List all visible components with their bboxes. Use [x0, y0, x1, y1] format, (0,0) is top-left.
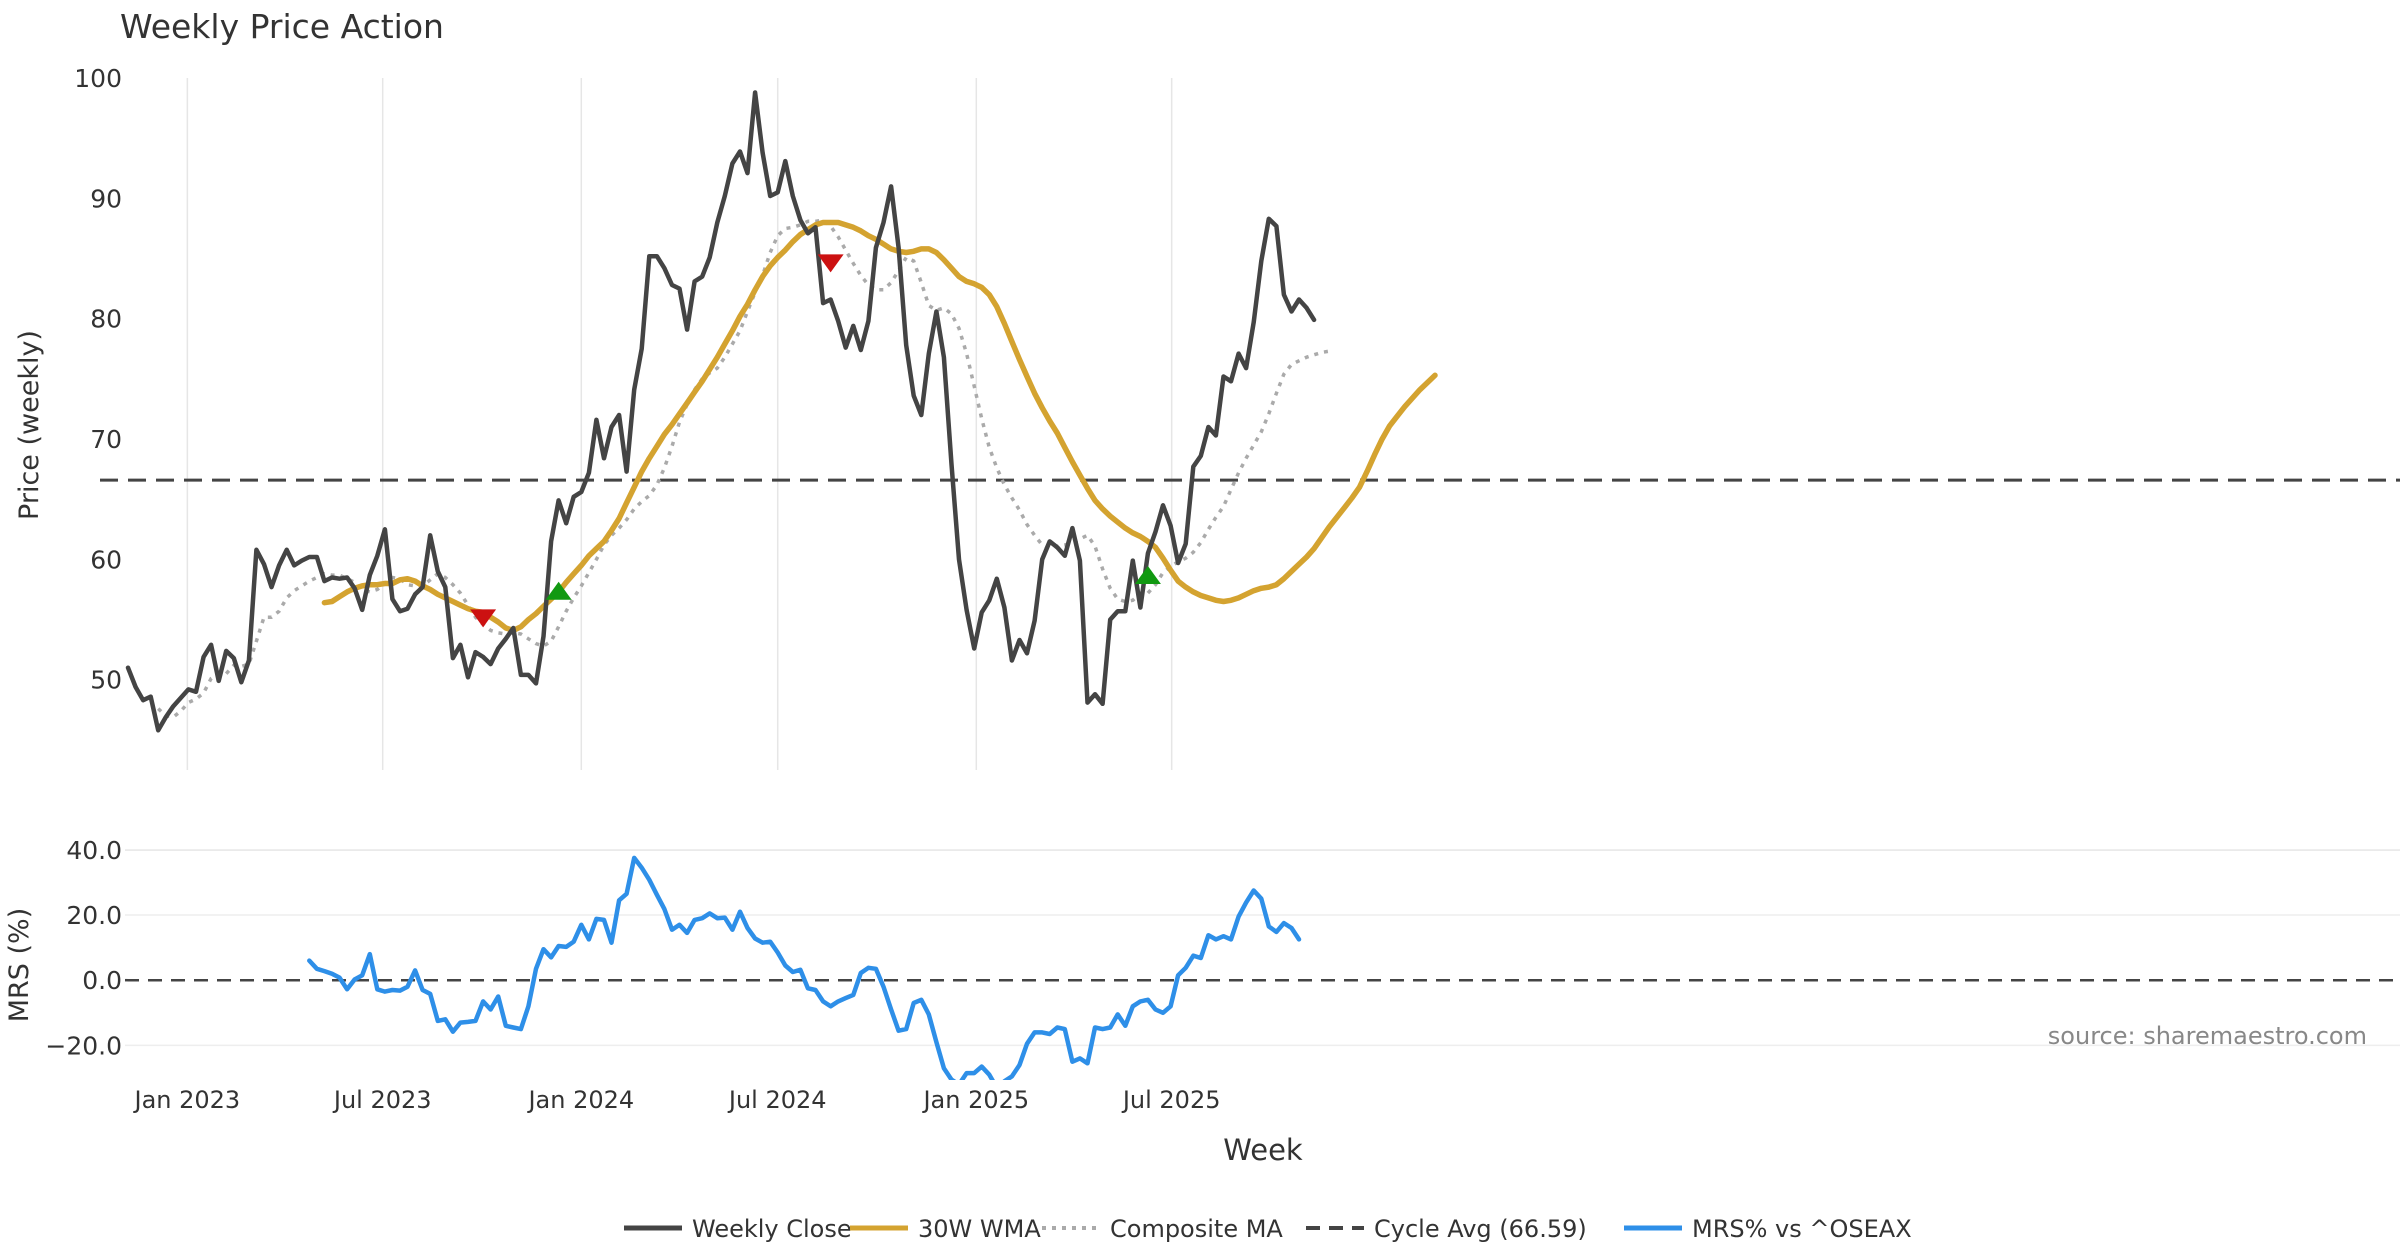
signal-markers — [470, 254, 1161, 628]
x-tick-label: Jul 2024 — [727, 1086, 827, 1114]
x-axis-label: Week — [1223, 1133, 1303, 1167]
mrs-grid — [125, 849, 2400, 1047]
mrs-y-tick-label: 40.0 — [66, 836, 122, 865]
legend-label: Weekly Close — [692, 1215, 852, 1243]
chart-title: Weekly Price Action — [120, 7, 444, 46]
mrs-y-tick-label: 0.0 — [82, 966, 122, 995]
mrs-y-tick-label: 20.0 — [66, 901, 122, 930]
signal-marker-down — [817, 254, 844, 273]
legend-item: 30W WMA — [850, 1215, 1041, 1243]
mrs-y-tick-label: −20.0 — [45, 1031, 122, 1060]
legend-item: Weekly Close — [624, 1215, 852, 1243]
legend-item: Composite MA — [1042, 1215, 1283, 1243]
series-line-30w-wma — [321, 219, 1438, 634]
x-tick-label: Jul 2023 — [332, 1086, 432, 1114]
price-y-tick-label: 50 — [90, 666, 122, 695]
x-tick-label: Jul 2025 — [1121, 1086, 1221, 1114]
mrs-series — [307, 855, 1302, 1080]
price-y-tick-label: 70 — [90, 425, 122, 454]
price-panel: 50 60 70 80 90 100 Price (weekly) — [14, 64, 2400, 770]
series-line-weekly-close — [125, 90, 1317, 733]
legend-item: Cycle Avg (66.59) — [1306, 1215, 1587, 1243]
signal-marker-up — [545, 581, 572, 600]
series-line-composite-ma — [156, 218, 1330, 719]
signal-marker-down — [470, 609, 497, 628]
x-tick-label: Jan 2025 — [921, 1086, 1029, 1114]
price-series — [125, 90, 1438, 733]
price-y-tick-label: 100 — [74, 64, 122, 93]
x-tick-label: Jan 2023 — [133, 1086, 241, 1114]
signal-marker-up — [1134, 566, 1161, 585]
legend-label: MRS% vs ^OSEAX — [1692, 1215, 1912, 1243]
x-axis-ticks: Jan 2023 Jul 2023 Jan 2024 Jul 2024 Jan 2025… — [133, 1086, 1221, 1114]
price-y-axis-label: Price (weekly) — [14, 330, 45, 520]
legend-label: 30W WMA — [918, 1215, 1041, 1243]
legend-label: Cycle Avg (66.59) — [1374, 1215, 1587, 1243]
legend-label: Composite MA — [1110, 1215, 1283, 1243]
x-tick-label: Jan 2024 — [526, 1086, 634, 1114]
legend: Weekly Close 30W WMA Composite MA Cycle Avg… — [624, 1215, 1912, 1243]
price-y-tick-label: 60 — [90, 545, 122, 574]
mrs-y-axis-label: MRS (%) — [4, 908, 35, 1023]
mrs-panel: 40.0 20.0 0.0 −20.0 MRS (%) source: sharema… — [4, 836, 2400, 1080]
legend-item: MRS% vs ^OSEAX — [1624, 1215, 1912, 1243]
price-y-tick-label: 90 — [90, 184, 122, 213]
source-annotation: source: sharemaestro.com — [2048, 1022, 2367, 1050]
mrs-y-ticks: 40.0 20.0 0.0 −20.0 — [45, 836, 122, 1061]
series-line-mrs-vs-oseax — [307, 855, 1302, 1080]
price-y-tick-label: 80 — [90, 305, 122, 334]
price-y-ticks: 50 60 70 80 90 100 — [74, 64, 122, 695]
